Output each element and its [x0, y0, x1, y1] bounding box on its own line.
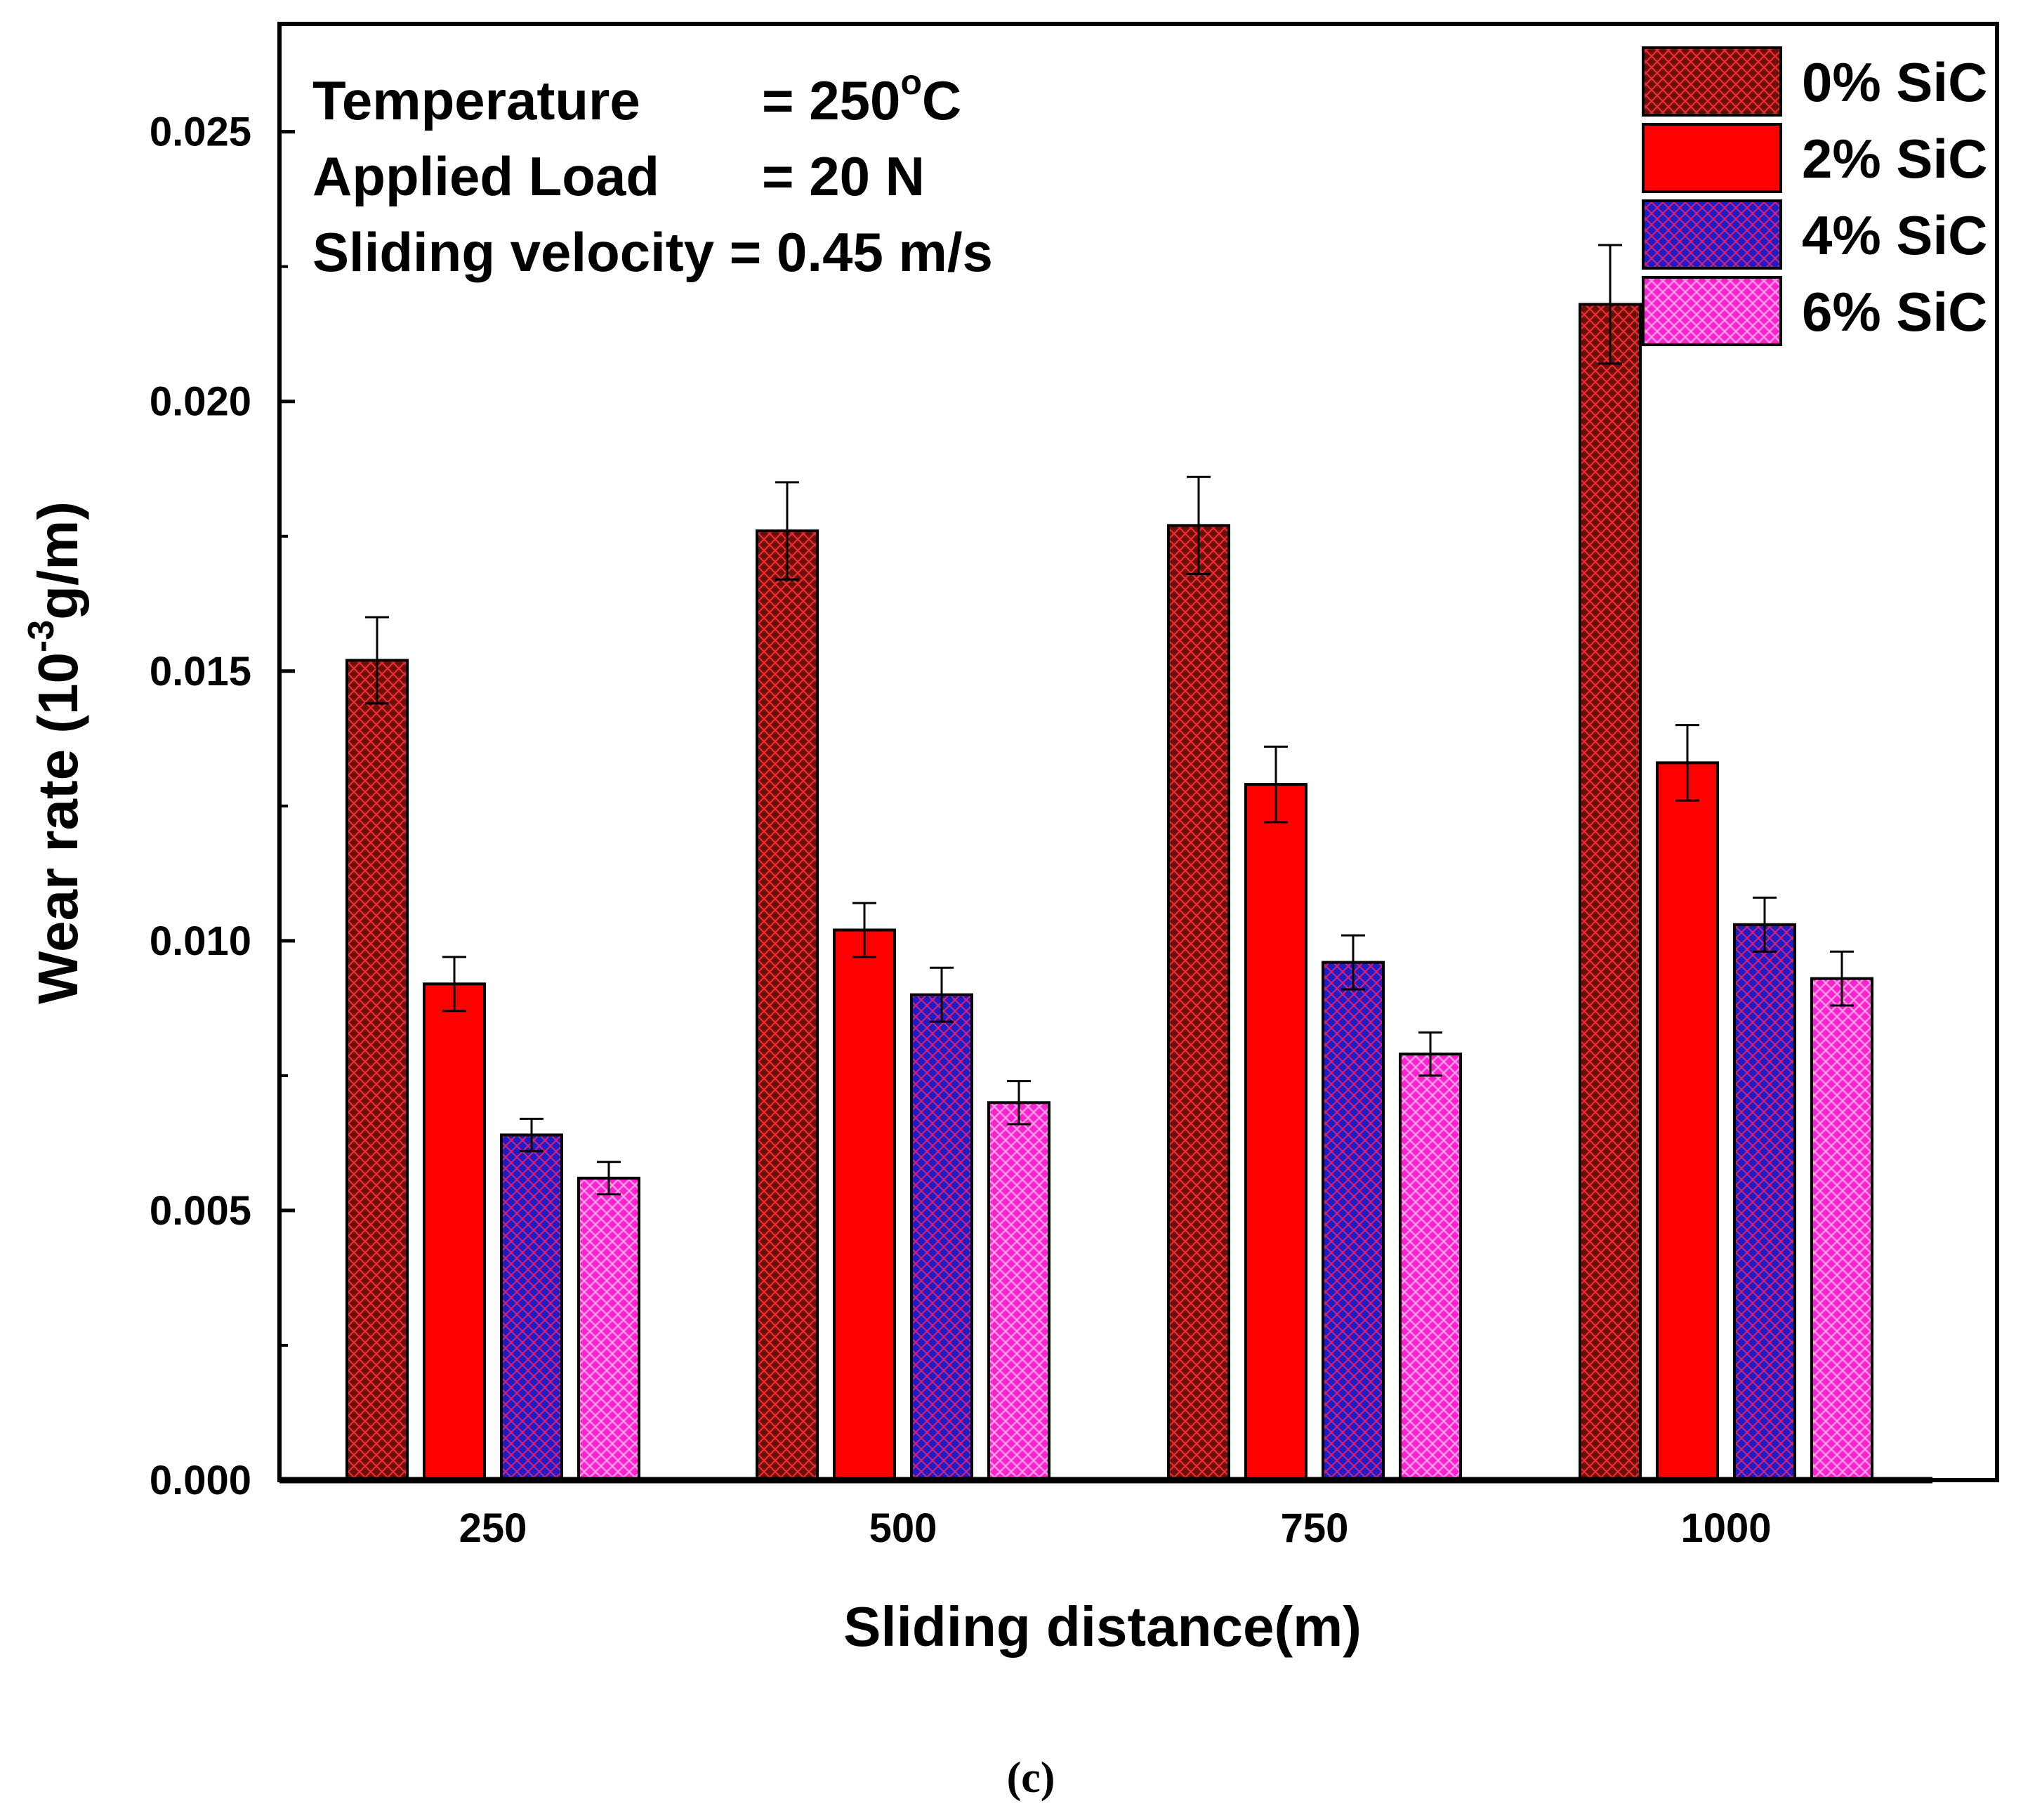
legend-swatch: [1642, 46, 1782, 117]
legend-label: 2% SiC: [1802, 128, 1987, 190]
y-axis-title-exponent: -3: [21, 620, 62, 652]
error-bar: [1830, 950, 1854, 1007]
x-ticks-layer: 250 500 750 1000: [459, 1505, 1772, 1551]
legend-label: 0% SiC: [1802, 51, 1987, 113]
x-tick-label: 1000: [1680, 1505, 1771, 1551]
annotation-temperature-label: Temperature: [312, 70, 640, 131]
y-tick-label: 0.010: [150, 918, 251, 964]
x-axis-title: Sliding distance(m): [843, 1595, 1362, 1658]
bar-2sic-250: [423, 982, 486, 1482]
annotation-velocity: Sliding velocity = 0.45 m/s: [312, 221, 993, 283]
y-tick-label: 0.005: [150, 1188, 251, 1234]
y-axis-title: Wear rate (10-3g/m): [21, 501, 89, 1004]
error-bar: [1598, 244, 1622, 365]
error-bar: [930, 966, 954, 1023]
bar-6sic-500: [987, 1101, 1050, 1482]
error-bars-layer: [365, 244, 1854, 1196]
temperature-degree: o: [900, 62, 922, 102]
bar-6sic-250: [577, 1176, 640, 1482]
error-bar: [1264, 745, 1288, 824]
error-bar: [1341, 934, 1365, 991]
error-bar: [1007, 1080, 1031, 1126]
error-bar: [1753, 896, 1777, 953]
bar-2sic-750: [1244, 783, 1307, 1482]
bar-6sic-1000: [1810, 977, 1873, 1482]
annotation-temperature-value: = 250oC: [762, 62, 961, 131]
temperature-unit: C: [922, 70, 961, 131]
legend: 0% SiC 2% SiC 4% SiC 6% SiC: [1642, 46, 1987, 346]
error-bar: [1675, 724, 1699, 802]
error-bar: [442, 956, 466, 1013]
bar-2sic-1000: [1656, 761, 1719, 1482]
bar-0sic-750: [1167, 524, 1230, 1482]
y-axis-title-unit: g/m): [27, 501, 89, 620]
annotation-load-label: Applied Load: [312, 145, 659, 207]
x-tick-label: 250: [459, 1505, 527, 1551]
error-bar: [365, 616, 389, 705]
y-tick-label: 0.015: [150, 649, 251, 694]
error-bar: [852, 902, 876, 958]
error-bar: [520, 1117, 544, 1152]
bar-6sic-750: [1399, 1053, 1462, 1482]
bar-4sic-1000: [1733, 923, 1796, 1482]
x-tick-label: 500: [869, 1505, 937, 1551]
error-bar: [775, 481, 799, 581]
bar-4sic-750: [1322, 961, 1385, 1482]
y-tick-label: 0.000: [150, 1458, 251, 1503]
legend-swatch: [1642, 199, 1782, 270]
legend-swatch: [1642, 123, 1782, 193]
x-tick-label: 750: [1281, 1505, 1349, 1551]
y-tick-label: 0.025: [150, 110, 251, 155]
bar-0sic-500: [756, 529, 819, 1482]
error-bar: [1418, 1031, 1442, 1077]
y-axis-title-main: Wear rate (10: [27, 652, 89, 1004]
legend-swatch: [1642, 276, 1782, 346]
bar-0sic-250: [345, 659, 409, 1482]
y-tick-label: 0.020: [150, 379, 251, 425]
y-ticks-layer: 0.000 0.005 0.010 0.015 0.020 0.025: [150, 110, 295, 1503]
error-bar: [1187, 475, 1211, 576]
figure-caption: (c): [1007, 1754, 1055, 1802]
bar-2sic-500: [833, 928, 896, 1482]
bar-4sic-500: [910, 993, 973, 1482]
temperature-value: = 250: [762, 70, 900, 131]
annotation-load-value: = 20 N: [762, 145, 925, 207]
legend-label: 6% SiC: [1802, 281, 1987, 343]
legend-label: 4% SiC: [1802, 204, 1987, 266]
bar-0sic-1000: [1579, 303, 1642, 1482]
bar-4sic-250: [500, 1133, 563, 1482]
bars-layer: [345, 303, 1873, 1482]
error-bar: [597, 1161, 621, 1196]
